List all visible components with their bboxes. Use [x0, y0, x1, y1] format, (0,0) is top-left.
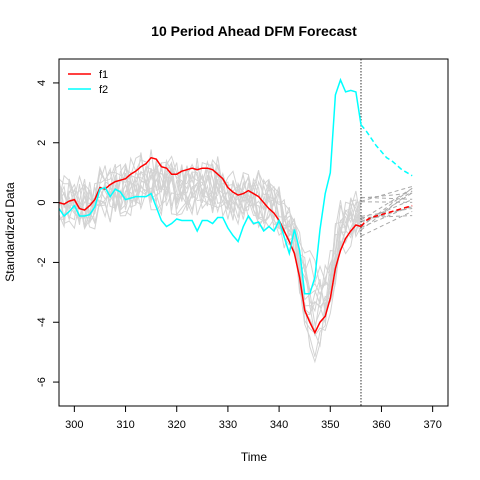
background-series-line	[58, 168, 362, 287]
plot-frame	[58, 58, 449, 407]
chart-title: 10 Period Ahead DFM Forecast	[151, 23, 357, 39]
x-tick-label: 340	[270, 419, 288, 431]
x-tick-label: 370	[423, 419, 441, 431]
background-forecast-line	[360, 187, 413, 228]
background-forecast-line	[360, 187, 413, 221]
x-tick-label: 320	[168, 419, 186, 431]
background-forecast-line	[360, 210, 413, 237]
x-tick-label: 360	[372, 419, 390, 431]
legend-label-f1: f1	[99, 69, 108, 81]
x-axis: 300 310 320 330 340 350 360 370	[65, 406, 442, 431]
background-forecast-line	[360, 190, 413, 231]
x-tick-label: 300	[65, 419, 83, 431]
background-forecast-line	[360, 186, 413, 202]
background-series-line	[58, 154, 362, 337]
forecast-line-f1	[360, 204, 413, 227]
y-tick-label: 2	[36, 140, 48, 146]
x-tick-label: 350	[321, 419, 339, 431]
factor-forecasts	[360, 124, 413, 227]
legend-label-f2: f2	[99, 84, 108, 96]
y-axis: 4 2 0 -2 -4 -6	[36, 80, 59, 387]
y-tick-label: 0	[36, 200, 48, 206]
background-series-line	[58, 149, 362, 364]
y-tick-label: -2	[36, 258, 48, 268]
y-tick-label: -4	[36, 317, 48, 327]
x-tick-label: 310	[116, 419, 134, 431]
background-series-line	[58, 158, 362, 305]
series-line-f2	[58, 77, 362, 295]
background-series-line	[58, 162, 362, 324]
y-axis-label: Standardized Data	[3, 182, 17, 282]
y-tick-label: 4	[36, 80, 48, 86]
forecast-line-f2	[360, 124, 413, 177]
y-tick-label: -6	[36, 377, 48, 387]
x-tick-label: 330	[219, 419, 237, 431]
background-forecast-line	[360, 192, 413, 199]
background-forecast-series	[360, 186, 413, 237]
x-axis-label: Time	[241, 450, 268, 464]
series-line-f1	[58, 156, 362, 335]
factor-series	[58, 77, 362, 335]
background-forecast-line	[360, 206, 413, 223]
background-forecast-line	[360, 201, 413, 203]
background-forecast-line	[360, 215, 413, 219]
